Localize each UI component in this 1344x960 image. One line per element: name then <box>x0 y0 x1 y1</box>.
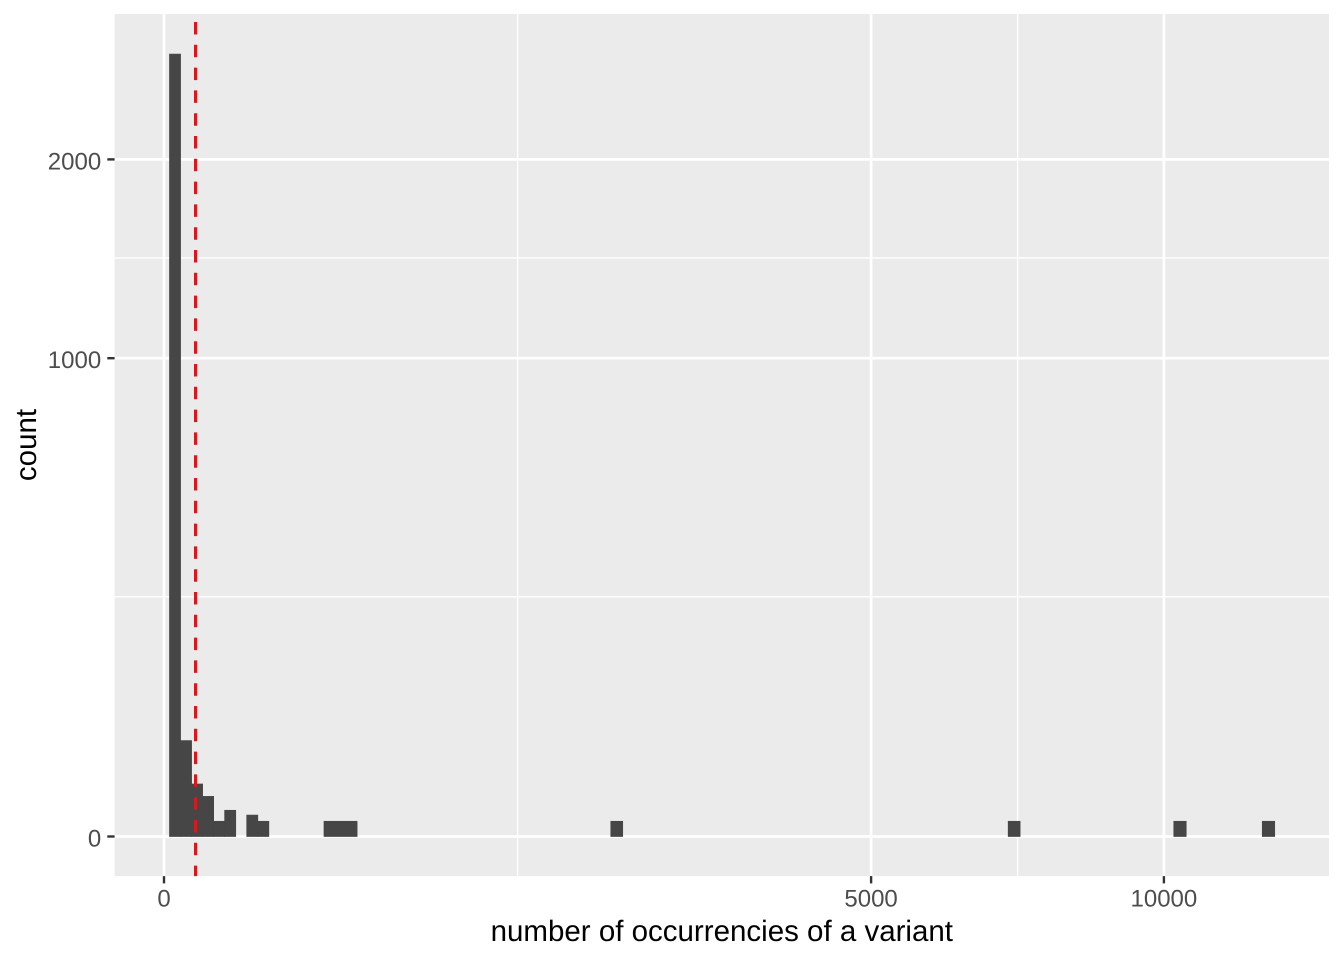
svg-text:0: 0 <box>157 886 170 913</box>
svg-text:count: count <box>10 409 43 481</box>
svg-text:0: 0 <box>88 826 101 853</box>
svg-text:10000: 10000 <box>1131 886 1198 913</box>
svg-text:1000: 1000 <box>48 347 101 374</box>
svg-text:5000: 5000 <box>844 886 897 913</box>
svg-text:2000: 2000 <box>48 148 101 175</box>
svg-text:number of occurrencies of a va: number of occurrencies of a variant <box>491 915 953 948</box>
